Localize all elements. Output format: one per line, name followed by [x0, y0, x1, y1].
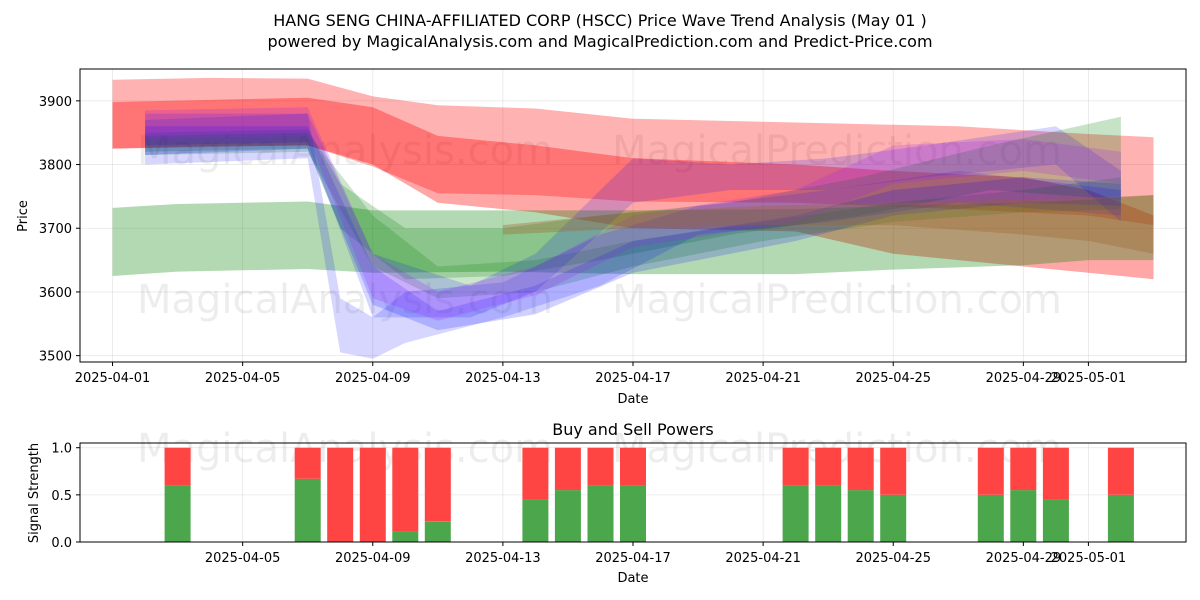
sell-bar: [164, 447, 191, 486]
top-watermark-2: MagicalPrediction.com: [612, 128, 1062, 174]
price-band-blue-7: [145, 126, 1121, 331]
sell-bar: [294, 447, 321, 479]
top-x-tick-label: 2025-04-09: [335, 371, 411, 386]
buy-bar: [880, 494, 907, 542]
bottom-x-tick-label: 2025-04-21: [725, 551, 801, 566]
top-x-tick-label: 2025-05-01: [1051, 371, 1127, 386]
top-x-tick-label: 2025-04-13: [465, 371, 541, 386]
buy-bar: [554, 490, 581, 542]
top-x-axis-label: Date: [617, 392, 648, 407]
buy-bar: [424, 521, 451, 542]
price-band-red-2: [112, 97, 1154, 280]
buy-bar: [620, 485, 646, 542]
price-bands: [112, 77, 1154, 359]
bottom-x-axis-label: Date: [617, 571, 648, 586]
top-x-tick-label: 2025-04-21: [725, 371, 801, 386]
buy-bar: [1042, 499, 1069, 542]
buy-bar: [294, 478, 321, 542]
price-band-green-3: [112, 195, 1154, 276]
top-x-tick-label: 2025-04-29: [986, 371, 1062, 386]
top-x-ticks: 2025-04-01 2025-04-05 2025-04-09 2025-04-13…: [75, 362, 1126, 386]
buy-bar: [782, 485, 809, 542]
bottom-x-tick-label: 2025-04-17: [595, 551, 671, 566]
buy-bar: [522, 499, 549, 542]
sell-bar: [1107, 447, 1134, 495]
bottom-x-tick-label: 2025-04-13: [465, 551, 541, 566]
top-y-tick-label: 3500: [39, 350, 72, 365]
chart-title: HANG SENG CHINA-AFFILIATED CORP (HSCC) P…: [273, 11, 927, 30]
buy-bar: [1010, 490, 1037, 542]
sell-bar: [847, 447, 874, 491]
sell-bar: [587, 447, 614, 486]
bottom-chart-title: Buy and Sell Powers: [552, 420, 714, 439]
bottom-panel: Buy and Sell Powers MagicalAnalysis.com …: [27, 420, 1187, 586]
bottom-x-tick-label: 2025-04-25: [855, 551, 931, 566]
sell-bar: [880, 447, 907, 495]
bottom-y-ticks: 0.0 0.5 1.0: [51, 442, 80, 551]
sell-bar: [327, 447, 354, 542]
bottom-y-tick-label: 0.5: [51, 489, 72, 504]
top-panel: MagicalAnalysis.com MagicalPrediction.co…: [16, 68, 1187, 407]
buy-bar: [587, 485, 614, 542]
bottom-x-tick-label: 2025-04-09: [335, 551, 411, 566]
bottom-y-tick-label: 1.0: [51, 442, 72, 457]
buy-bar: [1107, 494, 1134, 542]
sell-bar: [522, 447, 549, 500]
sell-bar: [782, 447, 809, 486]
top-y-tick-label: 3900: [39, 95, 72, 110]
buy-bar: [392, 531, 419, 542]
price-band-red-1: [112, 77, 1154, 226]
price-band-blue-8: [145, 113, 1121, 318]
top-x-tick-label: 2025-04-01: [75, 371, 151, 386]
top-y-tick-label: 3700: [39, 222, 72, 237]
top-y-ticks: 3500 3600 3700 3800 3900: [39, 95, 80, 365]
bottom-y-axis-label: Signal Strength: [27, 443, 42, 543]
signal-bars: [164, 447, 1134, 542]
price-band-blue-6: [145, 113, 1121, 359]
sell-bar: [554, 447, 581, 491]
top-x-tick-label: 2025-04-25: [855, 371, 931, 386]
sell-bar: [392, 447, 419, 532]
bottom-x-tick-label: 2025-05-01: [1051, 551, 1127, 566]
sell-bar: [1042, 447, 1069, 500]
sell-bar: [620, 447, 646, 486]
top-gridlines: [80, 69, 1186, 362]
buy-bar: [847, 490, 874, 542]
price-band-purple-9: [145, 107, 1121, 321]
bottom-y-tick-label: 0.0: [51, 536, 72, 551]
price-band-brown-10: [502, 195, 1154, 254]
bottom-x-tick-label: 2025-04-29: [986, 551, 1062, 566]
top-watermark-4: MagicalPrediction.com: [612, 277, 1062, 323]
buy-bar: [977, 494, 1004, 542]
top-watermark-3: MagicalAnalysis.com: [137, 277, 553, 323]
sell-bar: [815, 447, 842, 486]
top-y-axis-label: Price: [16, 200, 31, 232]
chart-subtitle: powered by MagicalAnalysis.com and Magic…: [267, 32, 932, 51]
sell-bar: [359, 447, 386, 542]
sell-bar: [977, 447, 1004, 495]
top-watermark-1: MagicalAnalysis.com: [137, 128, 553, 174]
bottom-x-ticks: 2025-04-05 2025-04-09 2025-04-13 2025-04-17…: [205, 542, 1126, 566]
buy-bar: [815, 485, 842, 542]
top-y-tick-label: 3600: [39, 286, 72, 301]
price-band-green-5: [145, 132, 1121, 299]
bottom-x-tick-label: 2025-04-05: [205, 551, 281, 566]
buy-bar: [164, 485, 191, 542]
sell-bar: [424, 447, 451, 522]
top-y-tick-label: 3800: [39, 159, 72, 174]
top-x-tick-label: 2025-04-17: [595, 371, 671, 386]
sell-bar: [1010, 447, 1037, 491]
price-band-green-4: [145, 116, 1121, 280]
top-x-tick-label: 2025-04-05: [205, 371, 281, 386]
